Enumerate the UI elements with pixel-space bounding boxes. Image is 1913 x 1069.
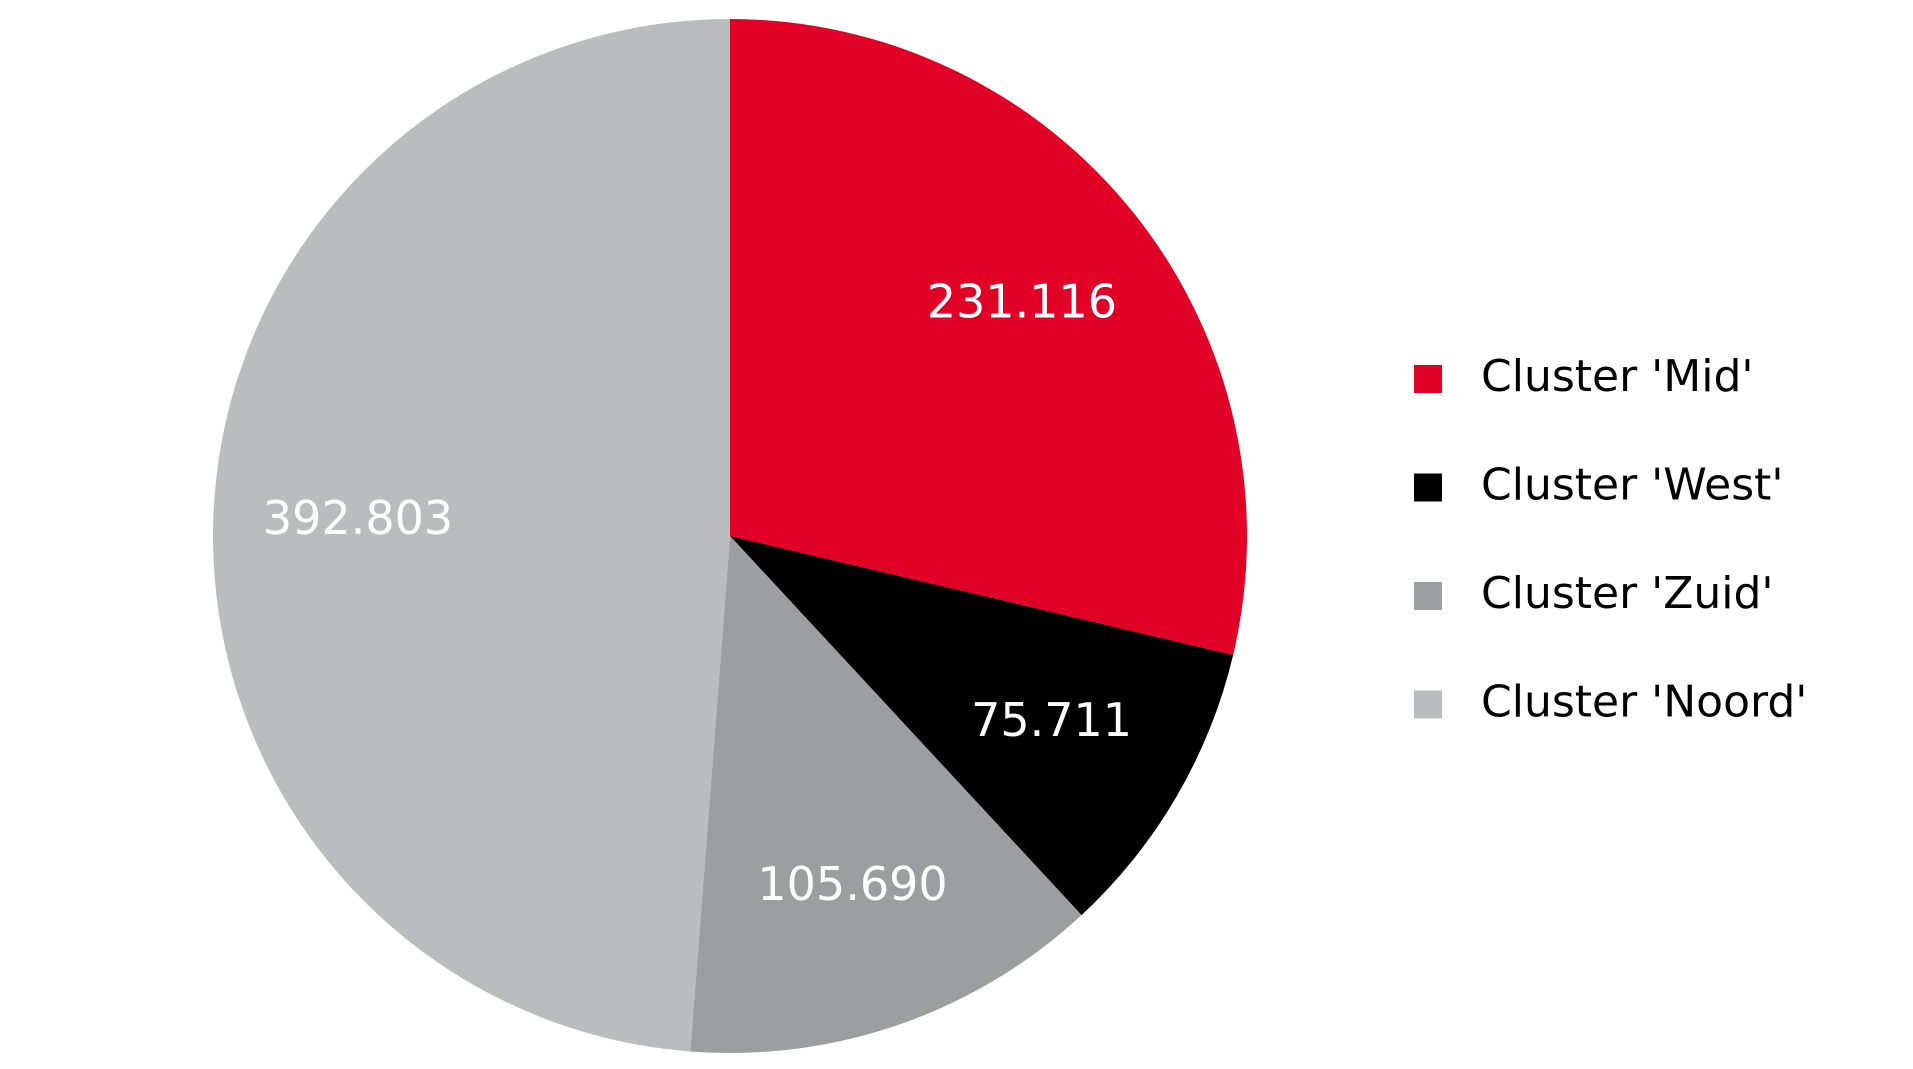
pie-slice (212, 19, 731, 1052)
pie-slice (730, 536, 1234, 916)
pie-slice (690, 536, 1082, 1053)
legend-swatch (1414, 473, 1442, 502)
data-label: 75.711 (971, 693, 1132, 747)
data-label: 231.116 (927, 275, 1117, 329)
legend-label: Cluster 'Noord' (1481, 677, 1807, 728)
legend-swatch (1414, 582, 1442, 610)
legend-label: Cluster 'Zuid' (1481, 568, 1774, 619)
legend-swatch (1414, 365, 1442, 393)
data-label: 105.690 (757, 857, 947, 911)
legend-label: Cluster 'Mid' (1481, 351, 1753, 402)
legend-label: Cluster 'West' (1481, 460, 1784, 511)
data-label: 392.803 (263, 491, 453, 545)
pie-slice (730, 19, 1248, 656)
legend-swatch (1414, 690, 1442, 719)
